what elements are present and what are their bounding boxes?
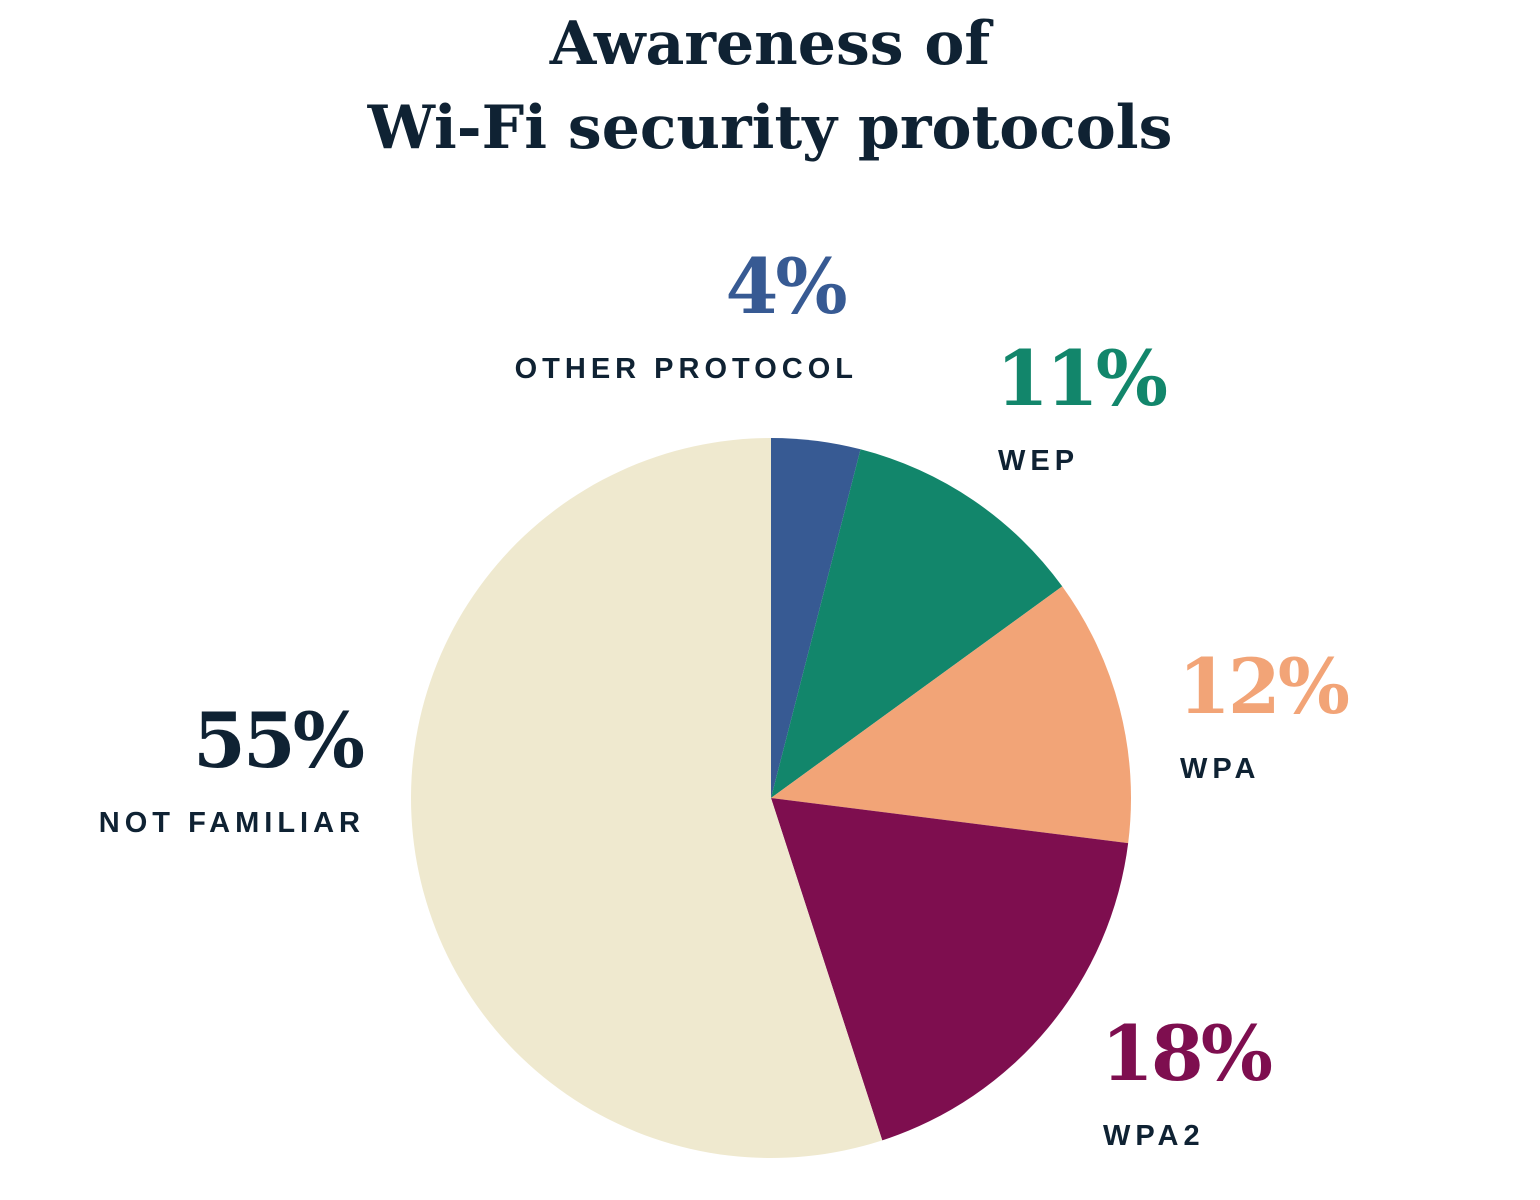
pie-slice-not-familiar [411,438,883,1158]
data-label-percent: 4% [725,242,846,331]
data-label-percent: 12% [1178,642,1349,731]
data-label-category: NOT FAMILIAR [99,807,365,839]
data-label-percent: 11% [996,334,1167,423]
data-label-category: WPA [1180,753,1261,785]
data-label-category: WPA2 [1103,1120,1205,1152]
pie-slice-wpa2 [771,798,1129,1141]
data-label-category: OTHER PROTOCOL [515,353,858,385]
data-label-percent: 55% [193,696,364,785]
chart-title: Awareness of Wi-Fi security protocols [0,2,1540,170]
data-label-category: WEP [998,445,1079,477]
chart-title-line-2: Wi-Fi security protocols [367,93,1173,163]
data-label-percent: 18% [1101,1009,1272,1098]
chart-title-line-1: Awareness of [549,9,991,79]
pie-slice-wpa [771,586,1131,844]
pie-slice-other-protocol [771,438,861,798]
pie-slice-wep [771,449,1063,798]
